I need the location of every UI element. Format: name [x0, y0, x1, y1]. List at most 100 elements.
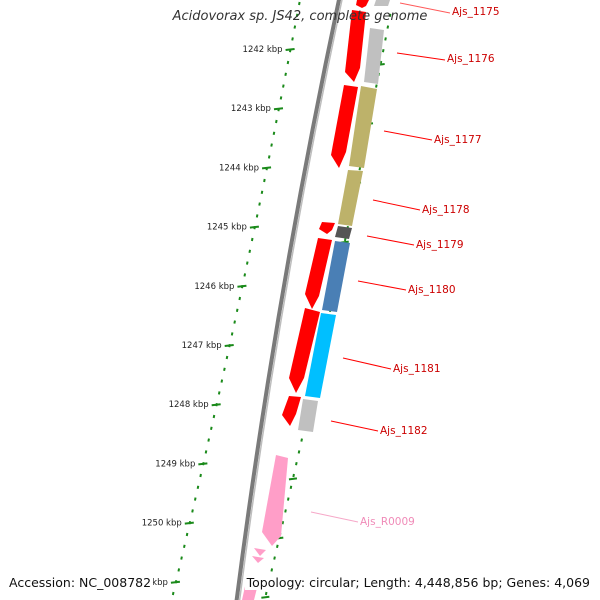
scale-dot — [275, 119, 278, 124]
scale-dot-outer — [388, 13, 392, 17]
scale-dot — [193, 497, 197, 501]
gene-labels: Ajs_1175 Ajs_1176 Ajs_1177 Ajs_1178 Ajs_… — [310, 2, 500, 528]
scale-label: 1249 kbp — [155, 459, 195, 469]
label-leader-line — [342, 357, 392, 370]
scale-dot-outer — [292, 473, 295, 478]
gene-ajs-1177-reverse-block[interactable] — [349, 86, 377, 168]
scale-dot — [238, 296, 242, 301]
gene-ajs-1178-forward-arrow[interactable] — [319, 222, 335, 234]
scale-label: 1250 kbp — [142, 519, 182, 529]
scale-dot — [263, 178, 266, 183]
label-leader-line — [310, 511, 359, 523]
gene-ajs-1175-reverse-block[interactable] — [374, 0, 390, 6]
gene-ajs-1182-forward-arrow[interactable] — [282, 396, 301, 426]
scale-dot — [230, 332, 234, 336]
scale-dot — [180, 556, 183, 560]
gene-ajs-r0009-block[interactable] — [262, 455, 288, 546]
scale-dot — [295, 13, 299, 17]
label-leader-line — [357, 280, 407, 291]
scale-dot-outer — [281, 521, 285, 525]
gene-label-ajs-1178[interactable]: Ajs_1178 — [422, 204, 470, 216]
scale-label: 1248 kbp — [169, 400, 209, 410]
scale-dot — [245, 261, 249, 265]
gene-ajs-1176-forward-arrow[interactable] — [345, 10, 366, 82]
genome-backbone-highlight — [238, 0, 343, 600]
scale-major-tick — [198, 462, 208, 466]
scale-dot — [225, 355, 229, 360]
scale-dot — [243, 273, 247, 277]
scale-major-tick — [184, 521, 194, 525]
gene-ajs-1181-reverse-block[interactable] — [305, 313, 336, 398]
reverse-strand-genes — [242, 0, 390, 600]
gene-ajs-1180-forward-arrow[interactable] — [305, 238, 332, 309]
scale-dot-outer — [343, 237, 347, 242]
gene-ajs-1178-reverse-block[interactable] — [338, 170, 363, 226]
scale-dot-outer — [276, 544, 279, 548]
gene-ajs-1180-reverse-block[interactable] — [322, 241, 350, 312]
scale-major-tick — [249, 225, 260, 229]
scale-dot-outer — [375, 84, 378, 88]
scale-dot — [270, 143, 273, 147]
gene-label-ajs-1177[interactable]: Ajs_1177 — [434, 134, 482, 146]
gene-label-ajs-1176[interactable]: Ajs_1176 — [447, 53, 495, 65]
scale-dot — [286, 60, 290, 65]
scale-dot — [199, 473, 202, 478]
scale-dot — [255, 214, 259, 218]
scale-dot — [185, 532, 189, 537]
label-leader-line — [396, 52, 446, 61]
scale-dot — [210, 426, 213, 430]
gene-ajs-r0009-small-2[interactable] — [252, 556, 264, 563]
gene-label-ajs-1181[interactable]: Ajs_1181 — [393, 363, 441, 375]
genome-stats-text: Topology: circular; Length: 4,448,856 bp… — [244, 575, 590, 590]
map-title: Acidovorax sp. JS42, complete genome — [172, 9, 428, 24]
accession-text: Accession: NC_008782 — [9, 575, 154, 590]
scale-label: 1243 kbp — [231, 104, 271, 114]
scale-dot — [258, 202, 261, 206]
label-leader-line — [366, 235, 415, 246]
label-leader-line — [330, 420, 379, 432]
gene-label-ajs-1180[interactable]: Ajs_1180 — [408, 284, 456, 296]
scale-dot-outer — [384, 37, 387, 41]
gene-ajs-1176-reverse-block[interactable] — [364, 28, 384, 84]
scale-major-tick — [211, 403, 221, 407]
scale-labels: 1242 kbp 1243 kbp 1244 kbp 1245 kbp 1246 kbp… — [128, 45, 283, 588]
scale-major-tick — [170, 580, 181, 584]
scale-dot-outer — [358, 167, 362, 171]
scale-dot-outer — [297, 450, 301, 454]
scale-dot-outer — [286, 497, 290, 501]
scale-major-tick-outer — [261, 595, 270, 599]
scale-dot — [191, 509, 194, 513]
scale-dot — [250, 237, 254, 242]
gene-label-ajs-r0009[interactable]: Ajs_R0009 — [360, 516, 415, 528]
scale-dot — [220, 379, 224, 383]
scale-label: 1244 kbp — [219, 163, 259, 173]
scale-dot-outer — [273, 556, 276, 560]
gene-label-ajs-1179[interactable]: Ajs_1179 — [416, 239, 464, 251]
gene-ajs-1179-reverse-block[interactable] — [335, 226, 352, 239]
label-leader-line — [383, 130, 433, 141]
gene-ajs-1182-reverse-block[interactable] — [298, 399, 318, 432]
gene-label-ajs-1182[interactable]: Ajs_1182 — [380, 425, 428, 437]
gene-ajs-1181-forward-arrow[interactable] — [289, 308, 320, 393]
gene-ajs-1177-forward-arrow[interactable] — [331, 85, 358, 168]
scale-dot — [272, 131, 276, 135]
scale-dot-outer — [264, 591, 268, 596]
scale-dot — [235, 308, 239, 312]
label-leader-line — [399, 2, 451, 14]
gene-ajs-1175-forward-arrow[interactable] — [356, 0, 369, 8]
scale-dot — [212, 414, 216, 419]
forward-strand-genes — [282, 0, 369, 426]
scale-dot — [248, 249, 252, 253]
scale-major-tick — [285, 48, 295, 51]
scale-label: 1246 kbp — [194, 282, 234, 292]
scale-dot — [279, 96, 283, 100]
genome-backbone — [234, 0, 341, 600]
scale-major-tick — [261, 166, 272, 170]
gene-ajs-r0009-small-1[interactable] — [254, 548, 266, 556]
gene-label-ajs-1175[interactable]: Ajs_1175 — [452, 6, 500, 18]
scale-major-tick — [237, 284, 247, 288]
scale-label: 1245 kbp — [207, 223, 247, 233]
scale-major-tick — [224, 344, 234, 347]
scale-dot-outer — [295, 462, 298, 466]
scale-label: 1247 kbp — [182, 341, 222, 351]
